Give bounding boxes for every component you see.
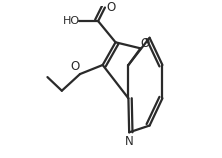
Text: HO: HO bbox=[63, 16, 80, 26]
Text: N: N bbox=[125, 135, 134, 148]
Text: O: O bbox=[106, 1, 116, 14]
Text: O: O bbox=[71, 60, 80, 73]
Text: O: O bbox=[141, 37, 150, 50]
